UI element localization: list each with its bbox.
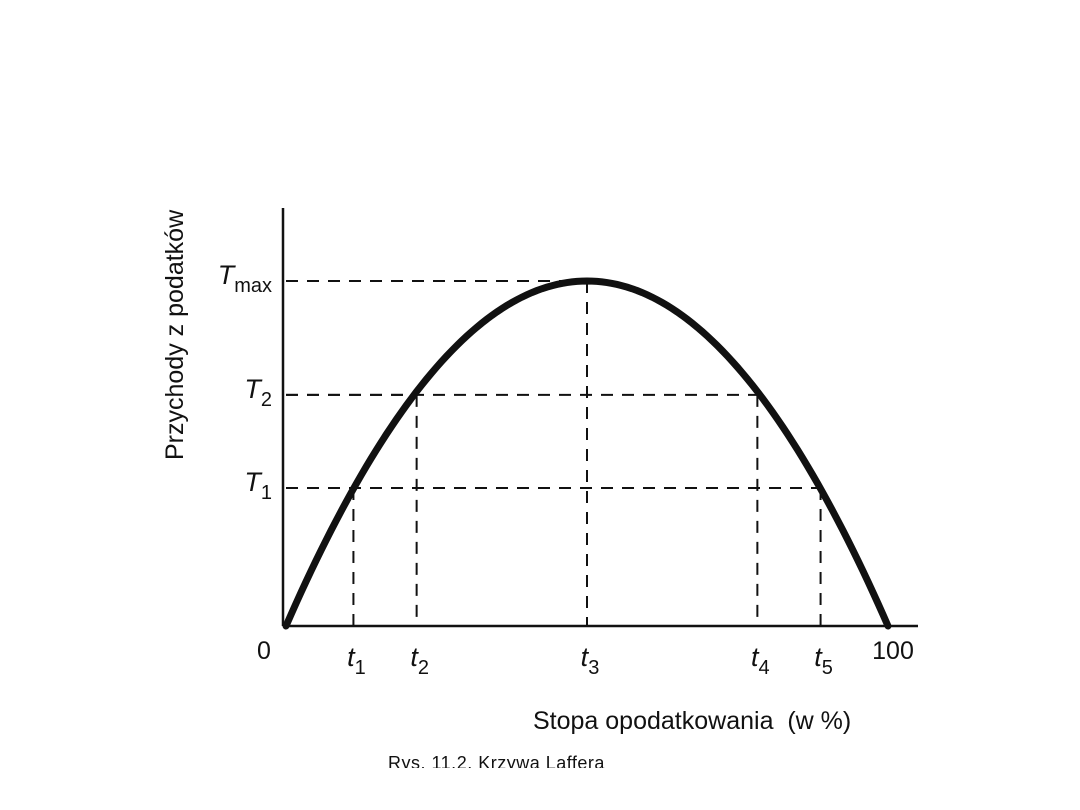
x-mark-t5: t5 [814, 642, 833, 679]
x-mark-t2: t2 [410, 642, 429, 679]
y-axis-label: Przychody z podatków [161, 209, 189, 460]
y-mark-T2: T2 [244, 374, 272, 411]
axis-labels: t1 t2 t3 t4 t5 Tmax T2 T1 0 100 [218, 260, 914, 679]
x-axis-label: Stopa opodatkowania (w %) [533, 707, 851, 735]
x-mark-t1: t1 [347, 642, 366, 679]
x-tick-0: 0 [257, 637, 271, 665]
y-mark-T1: T1 [244, 467, 272, 504]
y-mark-Tmax: Tmax [218, 260, 272, 297]
laffer-curve [282, 277, 892, 630]
x-mark-t3: t3 [581, 642, 600, 679]
figure-caption: Rys. 11.2. Krzywa Laffera [388, 753, 605, 768]
guide-lines [286, 280, 822, 626]
caption-clip: Rys. 11.2. Krzywa Laffera [0, 750, 1080, 768]
x-mark-t4: t4 [751, 642, 770, 679]
x-tick-100: 100 [872, 637, 914, 665]
